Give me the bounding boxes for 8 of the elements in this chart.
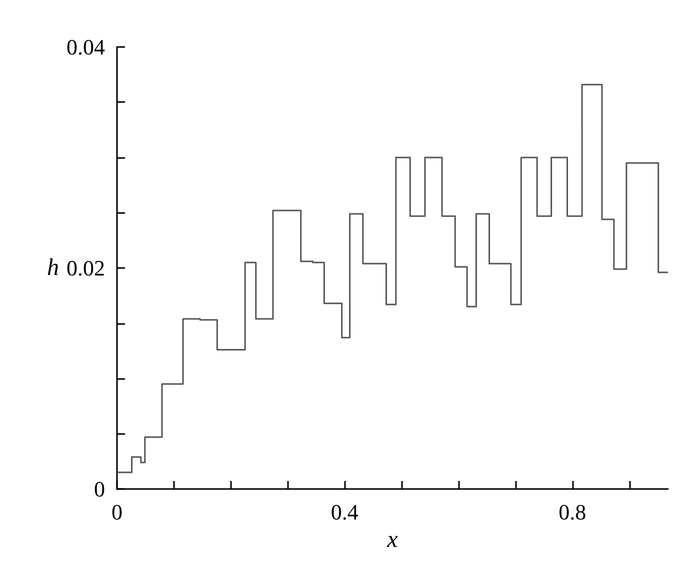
x-tick-label: 0.4 (330, 500, 358, 524)
y-tick-label: 0.02 (66, 256, 105, 280)
y-tick-label: 0 (94, 476, 105, 502)
x-tick-label: 0.8 (558, 500, 586, 524)
y-tick-label: 0.04 (66, 34, 105, 60)
y-axis-title: h (47, 255, 59, 281)
x-tick-label: 0 (112, 500, 122, 524)
x-axis-title: x (386, 526, 398, 553)
